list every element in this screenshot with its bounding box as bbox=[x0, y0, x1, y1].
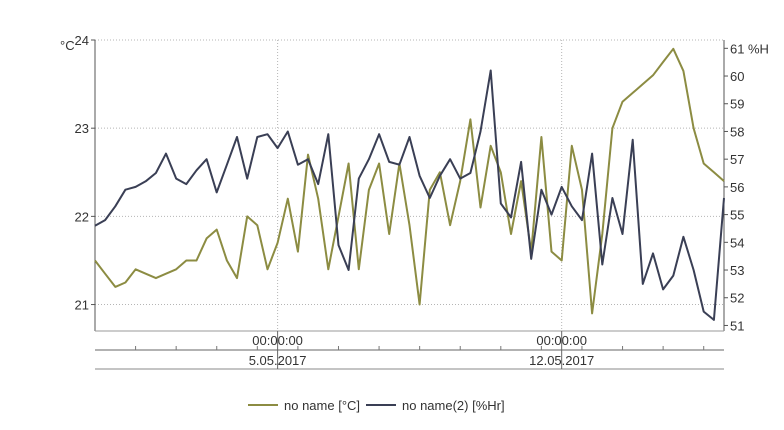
left-axis-unit: °C bbox=[60, 38, 75, 53]
series-line-0 bbox=[94, 47, 725, 315]
right-tick-label-57: 57 bbox=[730, 152, 744, 167]
legend: no name [°C] no name(2) [%Hr] bbox=[248, 398, 505, 413]
right-tick-label-53: 53 bbox=[730, 263, 744, 278]
right-tick-label-60: 60 bbox=[730, 69, 744, 84]
x-date-label-1: 12.05.2017 bbox=[529, 353, 594, 368]
right-axis: 51 52 53 54 55 56 57 58 59 60 61 %H bbox=[724, 41, 769, 333]
grid bbox=[95, 39, 724, 331]
left-tick-label-23: 23 bbox=[75, 121, 89, 136]
legend-label-temperature: no name [°C] bbox=[284, 398, 360, 413]
right-tick-label-59: 59 bbox=[730, 97, 744, 112]
left-tick-label-21: 21 bbox=[75, 298, 89, 313]
left-tick-label-24: 24 bbox=[75, 33, 89, 48]
right-axis-unit: %H bbox=[748, 41, 769, 56]
right-tick-label-51: 51 bbox=[730, 318, 744, 333]
left-axis: 21 22 23 24 bbox=[75, 33, 95, 313]
x-date-label-0: 5.05.2017 bbox=[249, 353, 307, 368]
series-layer bbox=[94, 47, 725, 321]
left-tick-label-22: 22 bbox=[75, 209, 89, 224]
right-tick-label-52: 52 bbox=[730, 291, 744, 306]
x-time-label-0: 00:00:00 bbox=[252, 333, 303, 348]
x-axis: 00:00:00 5.05.2017 00:00:00 12.05.2017 bbox=[95, 331, 724, 370]
right-tick-label-56: 56 bbox=[730, 180, 744, 195]
plot-frame bbox=[94, 40, 725, 332]
right-tick-label-61: 61 bbox=[730, 41, 744, 56]
right-tick-label-54: 54 bbox=[730, 235, 744, 250]
right-tick-label-58: 58 bbox=[730, 124, 744, 139]
series-line-1 bbox=[94, 69, 725, 321]
right-tick-label-55: 55 bbox=[730, 208, 744, 223]
legend-label-humidity: no name(2) [%Hr] bbox=[402, 398, 505, 413]
x-time-label-1: 00:00:00 bbox=[536, 333, 587, 348]
